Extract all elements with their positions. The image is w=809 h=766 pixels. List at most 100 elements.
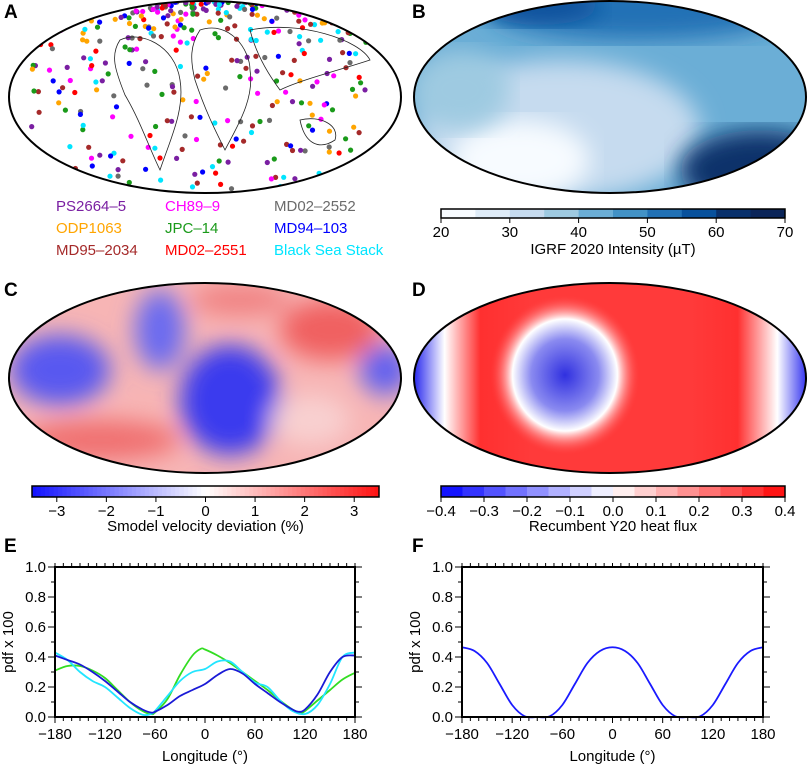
sample-site-dot (193, 98, 199, 105)
sample-site-dot (306, 123, 312, 129)
sample-site-dot (264, 29, 270, 35)
sample-site-dot (154, 4, 160, 10)
colorbar-tick-label: 20 (433, 224, 450, 241)
sample-site-dot (60, 85, 66, 91)
sample-site-dot (160, 15, 167, 21)
sample-site-dot (307, 100, 313, 106)
sample-site-dot (216, 1, 222, 8)
sample-site-dot (152, 68, 158, 74)
colorbar-swatch (365, 486, 371, 497)
sample-site-dot (189, 5, 195, 11)
colorbar-swatch (231, 486, 237, 497)
y-tick-label: 0.2 (25, 679, 46, 696)
sample-site-dot (80, 37, 86, 43)
map-b-igrf-intensity (413, 0, 807, 194)
colorbar-swatch (114, 486, 120, 497)
sample-site-dot (254, 12, 260, 18)
sample-site-dot (335, 182, 341, 188)
colorbar-swatch (505, 486, 528, 497)
sample-site-dot (269, 102, 275, 109)
colorbar-tick-label: −0.2 (512, 503, 542, 520)
sample-site-dot (169, 118, 175, 124)
sample-site-dot (72, 89, 78, 96)
panel-label-e: E (4, 536, 17, 557)
sample-site-dot (273, 174, 279, 180)
sample-site-dot (118, 14, 124, 20)
sample-site-dot (82, 185, 88, 191)
colorbar-b: 20 30 40 50 60 70 (433, 208, 793, 241)
sample-site-dot (94, 24, 101, 30)
legend-entry: MD02–2551 (165, 242, 247, 259)
sample-site-dot (67, 144, 73, 150)
colorbar-swatch (49, 486, 55, 497)
sample-site-dot (151, 26, 157, 32)
sample-site-dot (136, 1, 142, 5)
sample-site-dot (73, 2, 79, 8)
sample-site-dot (350, 25, 356, 32)
colorbar-swatch (92, 486, 98, 497)
sample-site-dot (275, 53, 281, 59)
sample-site-dot (97, 1, 103, 6)
colorbar-swatch (201, 486, 206, 497)
x-tick-label: −120 (88, 726, 122, 743)
sample-site-dot (331, 73, 337, 79)
sample-site-dot (39, 184, 45, 190)
sample-site-dot (155, 9, 161, 15)
sample-site-dot (212, 31, 218, 37)
colorbar-swatch (344, 486, 350, 497)
colorbar-swatch (441, 486, 463, 497)
sample-site-dot (143, 166, 149, 172)
sample-site-dot (77, 1, 83, 6)
sample-site-dot (126, 15, 132, 21)
x-tick-label: −120 (495, 726, 529, 743)
colorbar-swatch (58, 486, 63, 497)
sample-site-dot (177, 63, 183, 70)
y-tick-label: 1.0 (432, 559, 453, 576)
sample-site-dot (309, 1, 315, 5)
sample-site-dot (140, 66, 146, 72)
sample-site-dot (84, 38, 90, 44)
panel-label-f: F (412, 536, 424, 557)
colorbar-frame (440, 208, 786, 219)
sample-site-dot (255, 90, 261, 96)
panel-label-a: A (4, 2, 18, 23)
sample-site-dot (168, 8, 174, 14)
sample-site-dot (215, 10, 221, 16)
sample-site-dot (46, 67, 53, 73)
sample-site-dot (164, 21, 170, 27)
sample-site-dot (318, 37, 324, 43)
colorbar-d-title: Recumbent Y20 heat flux (528, 518, 698, 535)
sample-site-dot (144, 82, 150, 88)
colorbar-swatch (62, 486, 68, 497)
colorbar-swatch (166, 486, 172, 497)
sample-site-dot (201, 76, 207, 82)
sample-site-dot (138, 13, 144, 19)
sample-site-dot (197, 114, 203, 120)
colorbar-swatch (97, 486, 102, 497)
sample-site-dot (150, 33, 157, 39)
sample-site-dot (93, 79, 99, 85)
colorbar-swatch (613, 486, 635, 497)
colorbar-swatch (326, 486, 332, 497)
legend-entry: MD94–103 (274, 220, 348, 237)
sample-site-dot (297, 34, 303, 40)
sample-site-dot (204, 70, 210, 77)
sample-site-dot (126, 60, 132, 66)
sample-site-dot (356, 130, 362, 136)
x-tick-label: 60 (654, 726, 671, 743)
sample-site-dot (310, 1, 316, 6)
sample-site-dot (321, 13, 327, 19)
colorbar-swatch (192, 486, 198, 497)
x-tick-label: 120 (700, 726, 725, 743)
sample-site-dot (99, 78, 105, 84)
y-tick-label: 0.6 (25, 619, 46, 636)
sample-site-dot (89, 163, 95, 169)
sample-site-dot (49, 46, 56, 52)
map-d-frame (413, 282, 807, 474)
colorbar-tick-label: 60 (708, 224, 725, 241)
colorbar-swatch (720, 486, 743, 497)
sample-site-dot (203, 7, 209, 13)
sample-site-dot (350, 14, 357, 21)
sample-site-dot (88, 155, 95, 161)
sample-site-dot (86, 144, 92, 150)
